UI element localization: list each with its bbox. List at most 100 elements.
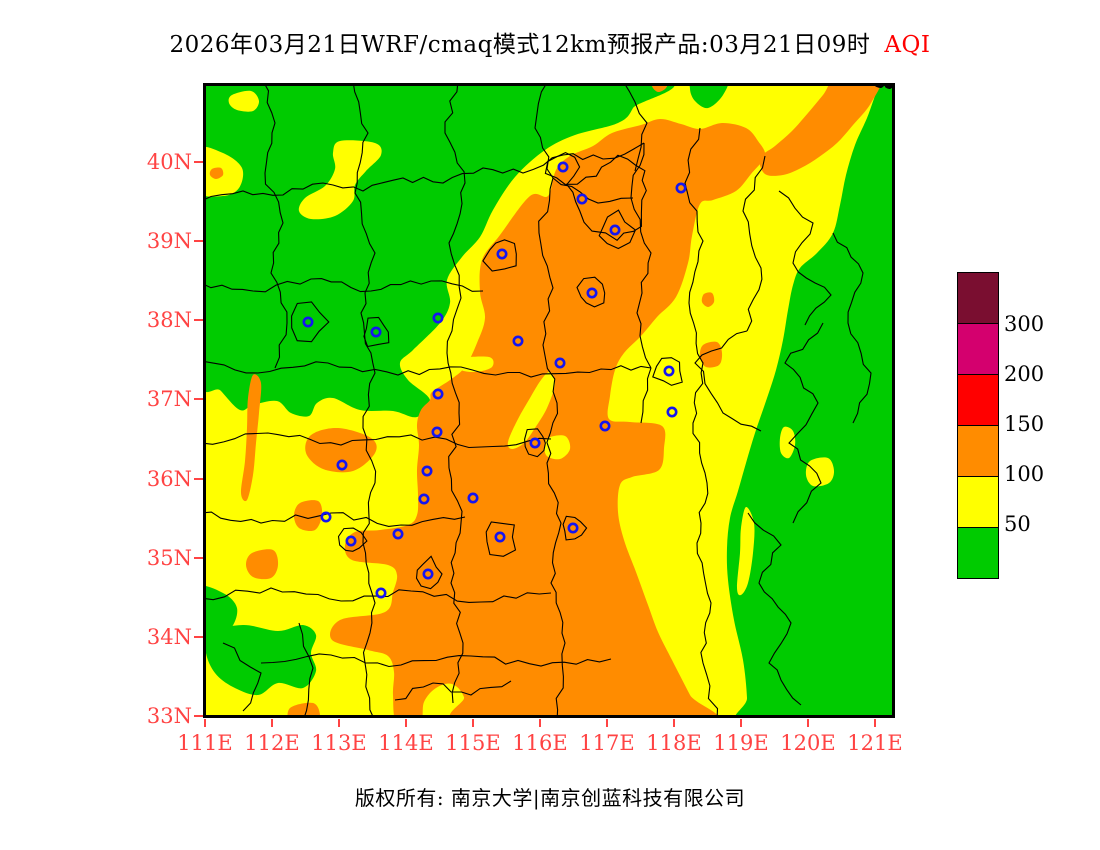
forecast-map [203, 83, 895, 718]
colorbar-cell [958, 324, 998, 375]
province-boundary [778, 190, 832, 326]
contour-green-ne-coastal [726, 83, 895, 718]
contour-green-sw-edge [203, 585, 238, 637]
province-boundary [623, 83, 648, 172]
contour-orange-dot-nw [209, 167, 224, 179]
x-axis-tick-label: 112E [244, 731, 300, 755]
city-marker [432, 312, 444, 324]
x-axis-tick-label: 116E [512, 731, 568, 755]
x-axis-tick-label: 111E [177, 731, 233, 755]
colorbar-cell [958, 375, 998, 426]
province-boundary [552, 177, 634, 204]
contour-orange-diamond [305, 427, 377, 473]
contour-yellow-patch-nw1 [228, 90, 260, 112]
x-axis-tick-label: 119E [713, 731, 769, 755]
x-axis-tick [204, 719, 206, 727]
city-marker [599, 420, 611, 432]
x-axis-tick [472, 719, 474, 727]
county-boundary-loop [485, 521, 517, 557]
y-axis-tick-label: 37N [146, 387, 192, 412]
map-canvas [203, 83, 895, 718]
contour-yellow-pocket-east2 [805, 457, 835, 487]
title-variable-label: AQI [884, 32, 931, 58]
city-marker [675, 182, 687, 194]
county-boundary-loop [562, 515, 588, 541]
county-boundary-loop [291, 301, 330, 343]
province-boundary [640, 367, 652, 424]
y-axis-tick-label: 39N [146, 229, 192, 254]
province-boundary [203, 587, 552, 603]
x-axis-tick-label: 118E [646, 731, 702, 755]
province-boundary [203, 278, 484, 293]
y-axis-tick-label: 38N [146, 308, 192, 333]
y-axis-tick-label: 35N [146, 545, 192, 570]
x-axis-tick-label: 113E [311, 731, 367, 755]
colorbar [957, 272, 999, 579]
province-boundary [684, 127, 719, 718]
province-boundary [260, 653, 612, 668]
city-marker [392, 528, 404, 540]
map-frame [203, 83, 895, 718]
colorbar-cell [958, 477, 998, 528]
contour-orange-spot-e2 [701, 292, 715, 307]
province-boundary [784, 322, 824, 524]
city-marker [496, 248, 508, 260]
county-boundary-loop [337, 527, 368, 552]
x-axis-tick-label: 121E [847, 731, 903, 755]
x-axis-tick-label: 120E [780, 731, 836, 755]
county-boundary-loop [576, 276, 606, 308]
x-axis-tick [539, 719, 541, 727]
contour-orange-spot-sw1 [293, 500, 323, 532]
province-boundary [222, 642, 262, 712]
contour-orange-ne-band [759, 83, 882, 176]
county-boundary-loop [482, 239, 517, 272]
colorbar-label: 200 [1004, 362, 1045, 386]
province-boundary [694, 330, 762, 432]
contour-orange-streak-west [240, 374, 262, 502]
city-marker [345, 535, 357, 547]
city-marker [494, 531, 506, 543]
county-boundary-loop [363, 316, 390, 348]
contour-orange-spot-sw2 [245, 549, 279, 580]
y-axis-tick-label: 36N [146, 466, 192, 491]
county-boundary-loop [415, 555, 443, 590]
county-boundary-loop [652, 357, 683, 386]
province-boundary [362, 482, 376, 718]
x-axis-tick [338, 719, 340, 727]
y-axis-tick [194, 714, 203, 717]
y-axis-tick [194, 635, 203, 638]
city-marker [418, 493, 430, 505]
contour-yellow-sliver-east [736, 506, 755, 596]
city-marker [302, 316, 314, 328]
city-marker [576, 193, 588, 205]
x-axis-tick-label: 117E [579, 731, 635, 755]
province-boundary [534, 83, 566, 718]
province-boundary [203, 432, 552, 449]
y-axis-tick [194, 161, 203, 163]
city-marker [336, 459, 348, 471]
y-axis-tick-label: 33N [146, 703, 192, 728]
colorbar-label: 300 [1004, 312, 1045, 336]
colorbar-label: 50 [1004, 512, 1031, 536]
province-boundary [444, 83, 466, 469]
contour-yellow-pocket-east1 [779, 426, 796, 459]
contour-orange-dot-mid [379, 541, 395, 554]
x-axis-tick [271, 719, 273, 727]
y-axis-tick [194, 319, 203, 322]
y-axis-tick [194, 477, 203, 480]
city-marker [529, 437, 541, 449]
city-marker [557, 161, 569, 173]
province-boundary [394, 680, 512, 701]
y-axis-tick [194, 398, 203, 401]
x-axis-tick [405, 719, 407, 727]
province-boundary [352, 83, 377, 484]
contour-orange-spot-bottom [287, 702, 321, 718]
x-axis-tick [874, 719, 876, 727]
city-marker [422, 568, 434, 580]
x-axis-tick [673, 719, 675, 727]
province-boundary [747, 512, 802, 706]
x-axis-tick-label: 115E [445, 731, 501, 755]
x-axis-tick [740, 719, 742, 727]
city-marker [512, 335, 524, 347]
